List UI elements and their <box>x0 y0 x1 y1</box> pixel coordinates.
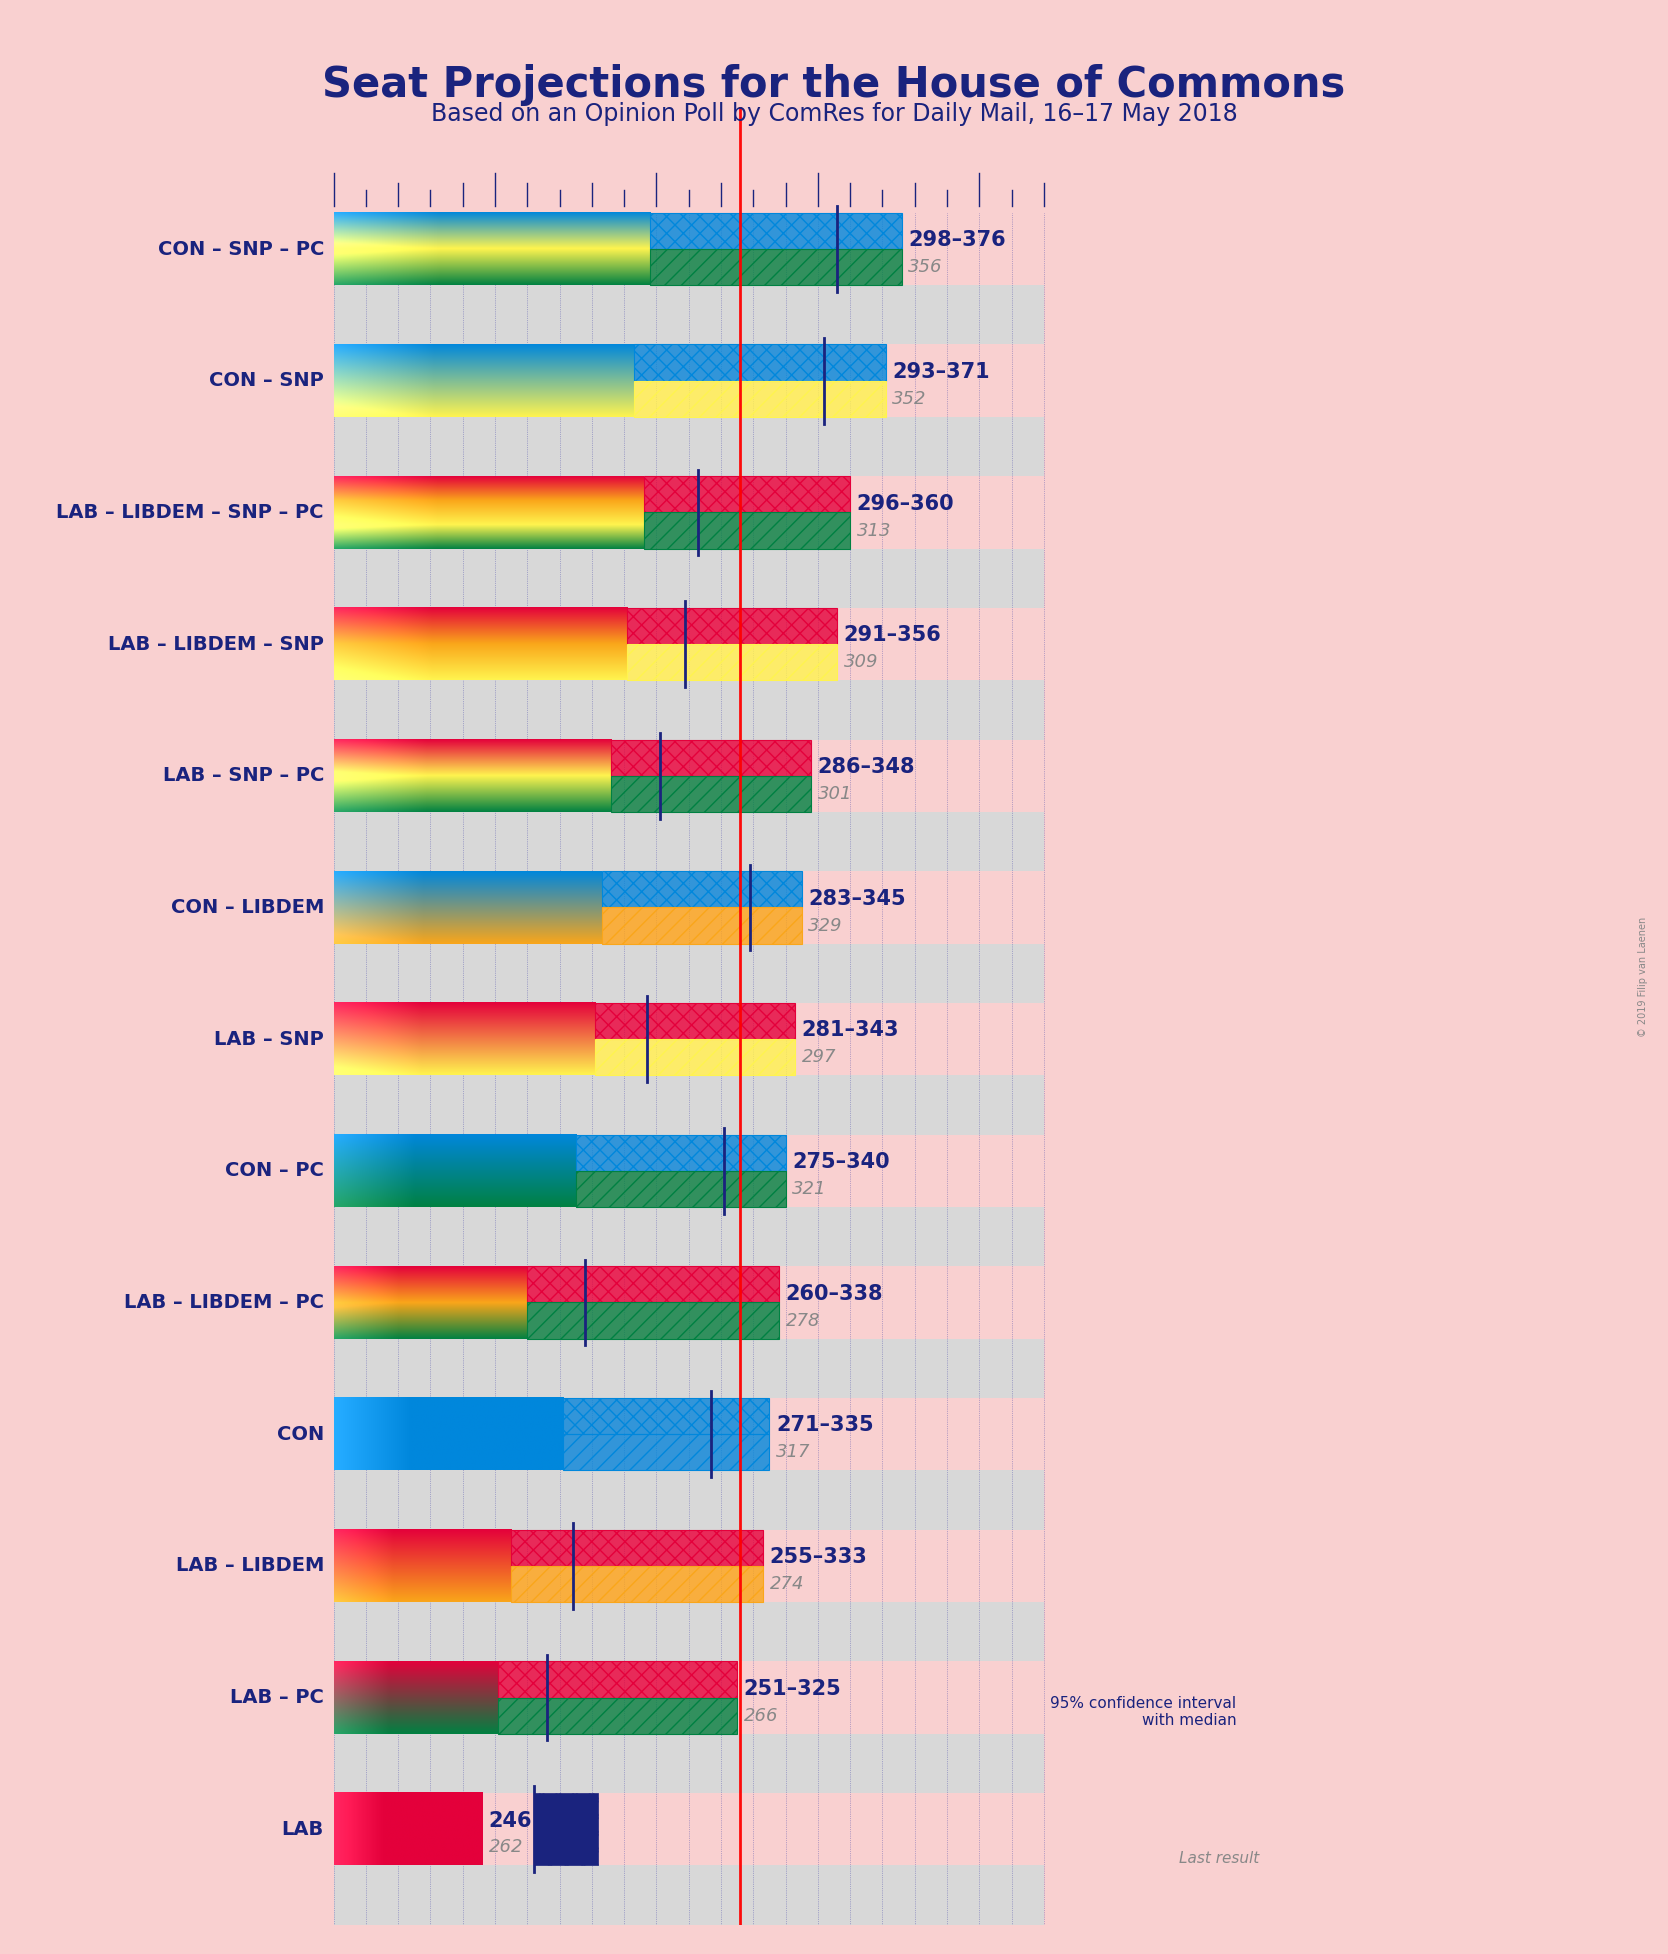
Text: 271–335: 271–335 <box>776 1415 874 1436</box>
Bar <box>651 248 902 285</box>
Text: CON – SNP – PC: CON – SNP – PC <box>157 240 324 258</box>
Text: 352: 352 <box>892 389 927 408</box>
Text: LAB: LAB <box>282 1819 324 1839</box>
Bar <box>334 549 1044 608</box>
Bar <box>575 1170 786 1208</box>
Text: 286–348: 286–348 <box>817 756 916 778</box>
Bar <box>334 944 1044 1002</box>
Text: 278: 278 <box>786 1311 821 1329</box>
Bar <box>575 1135 786 1170</box>
Bar <box>562 1434 769 1469</box>
Text: 281–343: 281–343 <box>802 1020 899 1040</box>
Bar <box>595 1040 796 1075</box>
Bar <box>334 1469 1044 1530</box>
Text: 275–340: 275–340 <box>792 1153 889 1172</box>
Text: 329: 329 <box>809 916 842 934</box>
Bar <box>334 680 1044 739</box>
Bar <box>602 907 802 944</box>
Text: CON – LIBDEM: CON – LIBDEM <box>170 899 324 916</box>
Text: CON – SNP: CON – SNP <box>208 371 324 391</box>
Text: LAB – SNP: LAB – SNP <box>214 1030 324 1049</box>
Bar <box>644 512 851 549</box>
Bar <box>651 213 902 248</box>
Bar <box>334 1208 1044 1266</box>
Text: Last result: Last result <box>1179 1850 1259 1866</box>
Text: 297: 297 <box>802 1047 836 1067</box>
Text: LAB – LIBDEM – PC: LAB – LIBDEM – PC <box>123 1294 324 1311</box>
Text: © 2019 Filip van Laenen: © 2019 Filip van Laenen <box>1638 916 1648 1038</box>
Text: 251–325: 251–325 <box>744 1678 841 1698</box>
Bar <box>610 776 811 813</box>
Bar <box>627 608 837 645</box>
Text: 293–371: 293–371 <box>892 361 989 383</box>
Text: 266: 266 <box>744 1706 777 1725</box>
Bar <box>634 381 886 416</box>
Bar <box>499 1661 737 1698</box>
Bar <box>334 1338 1044 1397</box>
Bar <box>334 416 1044 477</box>
Text: 301: 301 <box>817 786 852 803</box>
Bar <box>644 477 851 512</box>
Text: 262: 262 <box>489 1839 524 1856</box>
Text: 309: 309 <box>844 653 877 670</box>
Text: 255–333: 255–333 <box>769 1548 867 1567</box>
Text: LAB – LIBDEM – SNP: LAB – LIBDEM – SNP <box>108 635 324 653</box>
Bar <box>562 1397 769 1434</box>
Bar <box>595 1002 796 1040</box>
Text: 95% confidence interval
with median: 95% confidence interval with median <box>1051 1696 1236 1727</box>
Bar <box>334 1602 1044 1661</box>
Text: 283–345: 283–345 <box>809 889 906 909</box>
Text: Based on an Opinion Poll by ComRes for Daily Mail, 16–17 May 2018: Based on an Opinion Poll by ComRes for D… <box>430 102 1238 125</box>
Bar <box>627 645 837 680</box>
Bar <box>634 344 886 381</box>
Text: 296–360: 296–360 <box>857 494 954 514</box>
Text: CON – PC: CON – PC <box>225 1161 324 1180</box>
Bar <box>510 1565 762 1602</box>
Bar <box>510 1530 762 1565</box>
Bar <box>499 1698 737 1733</box>
Text: LAB – PC: LAB – PC <box>230 1688 324 1708</box>
Bar <box>334 285 1044 344</box>
Bar <box>334 1733 1044 1794</box>
Text: 356: 356 <box>909 258 942 276</box>
Bar <box>534 1794 599 1866</box>
Bar <box>334 1866 1044 1925</box>
Text: 246: 246 <box>489 1811 532 1831</box>
Text: 298–376: 298–376 <box>909 231 1006 250</box>
Text: LAB – SNP – PC: LAB – SNP – PC <box>162 766 324 786</box>
Bar <box>527 1303 779 1338</box>
Text: 274: 274 <box>769 1575 804 1593</box>
Text: 313: 313 <box>857 522 891 539</box>
Bar <box>610 739 811 776</box>
Text: 291–356: 291–356 <box>844 625 941 645</box>
Bar <box>334 1075 1044 1135</box>
Bar <box>334 813 1044 871</box>
Text: Seat Projections for the House of Commons: Seat Projections for the House of Common… <box>322 64 1346 106</box>
Text: 321: 321 <box>792 1180 827 1198</box>
Text: CON: CON <box>277 1424 324 1444</box>
Text: LAB – LIBDEM – SNP – PC: LAB – LIBDEM – SNP – PC <box>57 502 324 522</box>
Bar <box>602 871 802 907</box>
Text: 317: 317 <box>776 1444 811 1462</box>
Bar <box>527 1266 779 1303</box>
Text: 260–338: 260–338 <box>786 1284 882 1303</box>
Text: LAB – LIBDEM: LAB – LIBDEM <box>175 1555 324 1575</box>
